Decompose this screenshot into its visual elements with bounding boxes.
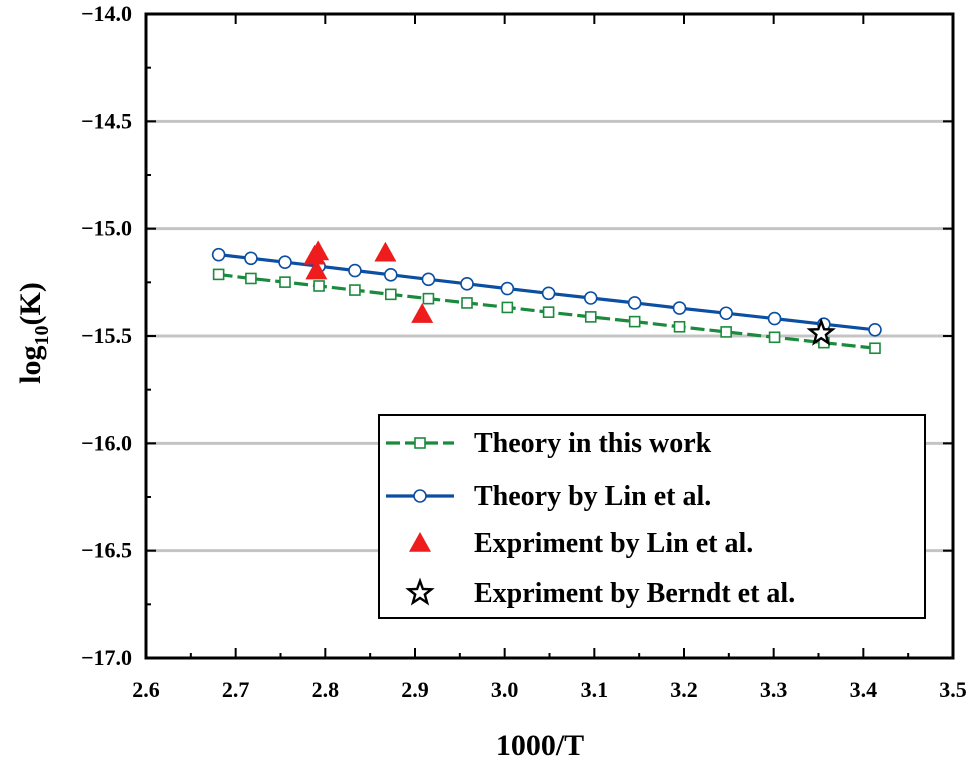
- x-tick-label: 3.1: [581, 677, 609, 702]
- data-point: [313, 280, 325, 292]
- data-point: [211, 247, 226, 262]
- y-tick-label: −14.5: [81, 108, 132, 133]
- data-point: [542, 306, 555, 318]
- legend-label: Expriment by Berndt et al.: [474, 578, 795, 609]
- data-point: [719, 306, 733, 321]
- data-point: [307, 240, 330, 261]
- data-point: [278, 255, 292, 269]
- legend-item-2: Theory by Lin et al.: [386, 481, 711, 512]
- data-point: [627, 296, 642, 310]
- legend-marker: [405, 577, 435, 606]
- legend: Theory in this work Theory by Lin et al. E…: [378, 414, 926, 619]
- y-axis-title-tail: (K): [14, 282, 47, 325]
- data-point: [672, 301, 687, 315]
- series-4: [806, 317, 836, 346]
- y-tick-label: −15.0: [81, 216, 132, 241]
- data-point: [212, 268, 225, 281]
- axis-ticks: 2.6 2.7 2.8 2.9 3.0 3.1 3.2 3.3 3.4 3.5 −17.0 −16.5…: [81, 1, 967, 702]
- y-axis-title: log10(K): [14, 282, 53, 384]
- legend-label: Theory in this work: [474, 428, 712, 459]
- data-point: [673, 320, 686, 333]
- data-point: [500, 281, 515, 296]
- x-tick-label: 2.7: [222, 677, 250, 702]
- legend-box: [378, 414, 926, 619]
- data-point: [768, 331, 781, 344]
- data-point: [244, 251, 258, 266]
- y-tick-label: −15.5: [81, 323, 132, 348]
- data-point: [460, 277, 474, 291]
- data-point: [868, 322, 882, 337]
- data-point: [384, 288, 397, 301]
- data-point: [869, 342, 881, 355]
- x-tick-label: 2.6: [132, 677, 160, 702]
- x-axis-title: 1000/T: [496, 729, 584, 762]
- data-point: [583, 291, 598, 305]
- legend-item-4: Expriment by Berndt et al.: [405, 577, 795, 609]
- x-tick-label: 3.4: [850, 677, 878, 702]
- plot-area: [211, 240, 882, 355]
- y-tick-label: −16.5: [81, 538, 132, 563]
- data-point: [461, 297, 473, 309]
- data-point: [411, 303, 434, 323]
- legend-label: Expriment by Lin et al.: [474, 528, 753, 559]
- data-point: [348, 263, 362, 278]
- data-point: [245, 272, 257, 285]
- data-point: [584, 311, 597, 323]
- series-1: [212, 268, 881, 355]
- x-tick-label: 3.2: [670, 677, 698, 702]
- y-tick-label: −14.0: [81, 1, 132, 26]
- data-point: [628, 315, 641, 328]
- y-axis-title-main: log: [14, 345, 47, 383]
- data-point: [541, 286, 556, 301]
- legend-marker: [413, 489, 427, 503]
- y-axis-title-subscript: 10: [31, 325, 53, 345]
- data-point: [374, 241, 397, 262]
- x-tick-label: 2.8: [312, 677, 340, 702]
- data-point: [767, 311, 782, 326]
- data-point: [421, 272, 436, 287]
- data-point: [806, 317, 836, 346]
- x-tick-label: 2.9: [401, 677, 429, 702]
- data-point: [422, 292, 435, 305]
- data-point: [383, 268, 398, 282]
- data-point: [720, 326, 732, 338]
- y-tick-label: −16.0: [81, 430, 132, 455]
- x-tick-label: 3.0: [491, 677, 519, 702]
- legend-marker: [409, 532, 431, 552]
- data-point: [501, 301, 514, 314]
- legend-label: Theory by Lin et al.: [474, 481, 711, 512]
- data-point: [305, 259, 328, 280]
- x-tick-label: 3.3: [760, 677, 788, 702]
- legend-marker: [414, 437, 426, 449]
- legend-item-1: Theory in this work: [386, 428, 712, 459]
- legend-item-3: Expriment by Lin et al.: [409, 528, 753, 559]
- y-tick-label: −17.0: [81, 645, 132, 670]
- data-point: [279, 276, 291, 288]
- data-point: [349, 284, 361, 296]
- x-tick-label: 3.5: [939, 677, 967, 702]
- series-3: [303, 240, 434, 323]
